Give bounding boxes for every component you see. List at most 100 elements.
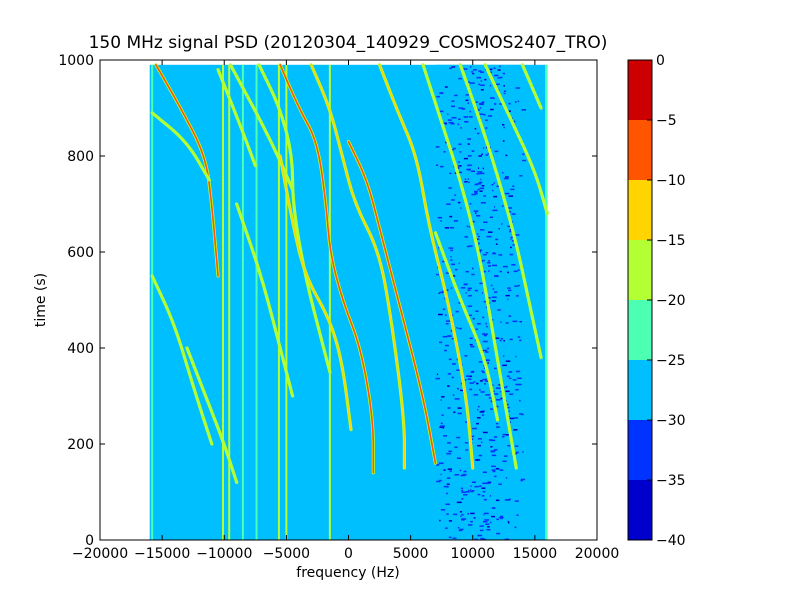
noise-speck bbox=[451, 376, 454, 379]
noise-speck bbox=[499, 65, 501, 68]
noise-speck bbox=[519, 399, 521, 402]
noise-speck bbox=[496, 399, 501, 401]
x-tick-label: −10000 bbox=[196, 546, 252, 562]
noise-speck bbox=[507, 271, 510, 274]
noise-speck bbox=[471, 273, 475, 276]
signal-trace bbox=[155, 64, 219, 277]
noise-speck bbox=[461, 489, 464, 492]
noise-speck bbox=[457, 407, 462, 409]
colorbar-tick-label: −15 bbox=[656, 233, 686, 249]
noise-speck bbox=[476, 183, 482, 185]
noise-speck bbox=[449, 67, 452, 70]
noise-speck bbox=[458, 143, 462, 146]
noise-speck bbox=[478, 181, 483, 184]
noise-speck bbox=[508, 521, 510, 524]
noise-speck bbox=[477, 534, 483, 537]
signal-trace bbox=[422, 64, 518, 469]
noise-speck bbox=[506, 110, 511, 112]
noise-speck bbox=[454, 268, 458, 271]
noise-speck bbox=[481, 441, 483, 444]
noise-speck bbox=[469, 489, 472, 491]
noise-speck bbox=[475, 215, 481, 217]
noise-speck bbox=[439, 92, 444, 94]
signal-trace bbox=[151, 275, 213, 445]
noise-speck bbox=[477, 171, 483, 173]
noise-speck bbox=[473, 381, 476, 383]
noise-speck bbox=[477, 167, 480, 169]
noise-speck bbox=[495, 499, 500, 502]
noise-speck bbox=[474, 183, 479, 186]
noise-speck bbox=[467, 489, 470, 492]
noise-speck bbox=[476, 444, 481, 447]
noise-speck bbox=[439, 165, 444, 168]
noise-speck bbox=[520, 478, 525, 481]
noise-speck bbox=[522, 451, 524, 453]
noise-speck bbox=[448, 187, 452, 189]
noise-speck bbox=[464, 442, 469, 444]
noise-speck bbox=[453, 411, 456, 414]
noise-speck bbox=[464, 180, 468, 183]
noise-speck bbox=[514, 417, 519, 419]
noise-speck bbox=[503, 85, 505, 87]
noise-speck bbox=[517, 336, 521, 338]
noise-speck bbox=[505, 360, 511, 362]
noise-speck bbox=[447, 442, 451, 444]
noise-speck bbox=[450, 256, 452, 258]
noise-speck bbox=[521, 413, 524, 416]
noise-speck bbox=[469, 388, 473, 391]
noise-speck bbox=[470, 435, 475, 438]
noise-speck bbox=[507, 520, 510, 523]
noise-speck bbox=[463, 157, 468, 160]
noise-speck bbox=[442, 122, 447, 124]
noise-speck bbox=[500, 397, 503, 400]
noise-speck bbox=[515, 388, 519, 391]
noise-speck bbox=[519, 413, 523, 415]
noise-speck bbox=[449, 215, 453, 218]
noise-speck bbox=[447, 468, 452, 470]
noise-speck bbox=[467, 143, 470, 145]
noise-speck bbox=[516, 514, 519, 516]
noise-speck bbox=[512, 379, 517, 381]
noise-speck bbox=[459, 469, 462, 472]
noise-speck bbox=[505, 176, 509, 178]
noise-speck bbox=[467, 524, 473, 526]
x-tick-label: −5000 bbox=[263, 546, 310, 562]
noise-speck bbox=[464, 283, 468, 285]
noise-speck bbox=[490, 450, 495, 453]
noise-speck bbox=[500, 76, 503, 79]
noise-speck bbox=[457, 171, 463, 174]
noise-speck bbox=[485, 154, 489, 156]
noise-speck bbox=[462, 68, 468, 70]
noise-speck bbox=[463, 116, 469, 118]
noise-speck bbox=[491, 454, 497, 457]
noise-speck bbox=[442, 260, 447, 263]
noise-speck bbox=[502, 460, 507, 462]
noise-speck bbox=[481, 414, 485, 416]
noise-speck bbox=[465, 99, 469, 102]
noise-speck bbox=[509, 230, 514, 233]
noise-speck bbox=[467, 378, 472, 380]
noise-speck bbox=[435, 377, 441, 380]
noise-speck bbox=[460, 474, 466, 477]
noise-speck bbox=[461, 108, 466, 110]
noise-speck bbox=[468, 181, 470, 184]
noise-speck bbox=[488, 260, 490, 262]
noise-speck bbox=[503, 455, 508, 457]
x-tick-label: −15000 bbox=[134, 546, 190, 562]
noise-speck bbox=[446, 203, 451, 205]
noise-speck bbox=[445, 314, 447, 316]
noise-speck bbox=[473, 394, 479, 396]
noise-speck bbox=[498, 516, 504, 519]
noise-speck bbox=[456, 369, 461, 371]
noise-speck bbox=[480, 202, 486, 204]
noise-speck bbox=[521, 109, 526, 111]
noise-speck bbox=[479, 529, 484, 532]
colorbar-segment bbox=[628, 240, 652, 300]
noise-speck bbox=[453, 147, 456, 150]
noise-speck bbox=[478, 235, 481, 238]
noise-speck bbox=[493, 449, 498, 451]
noise-speck bbox=[485, 394, 490, 396]
noise-speck bbox=[436, 480, 441, 483]
noise-speck bbox=[464, 121, 469, 123]
noise-speck bbox=[442, 308, 446, 311]
